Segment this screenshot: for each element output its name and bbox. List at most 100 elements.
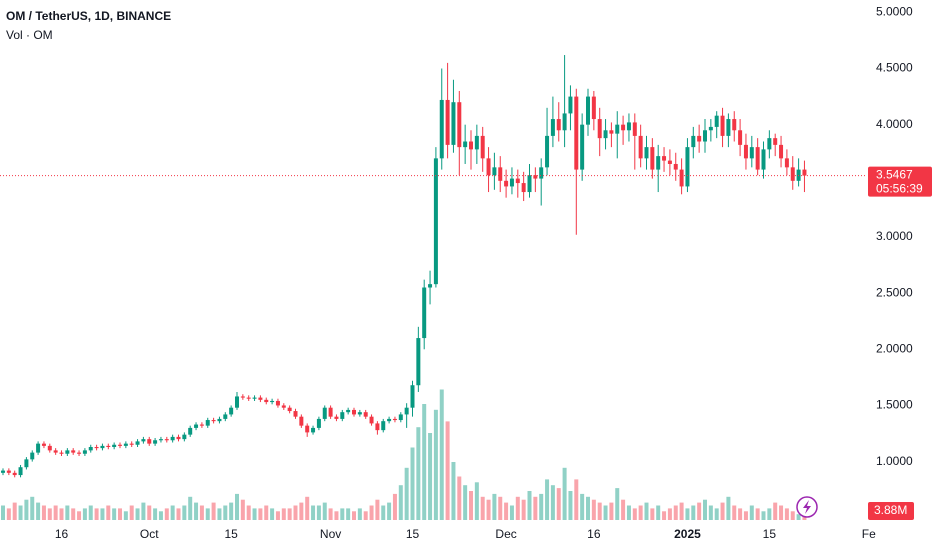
volume-bar	[106, 505, 111, 520]
candle-body	[270, 400, 275, 403]
candle-body	[240, 396, 245, 398]
volume-bar	[796, 514, 801, 520]
candle-body	[229, 407, 234, 415]
candle-body	[568, 96, 573, 114]
y-tick-label: 4.5000	[876, 61, 913, 75]
candle-body	[504, 180, 509, 187]
candle-body	[749, 147, 754, 159]
x-tick-label: 15	[406, 527, 420, 541]
volume-bar	[1, 505, 5, 520]
volume-bar	[129, 505, 134, 520]
candle-body	[369, 416, 374, 424]
candle-body	[112, 444, 117, 447]
volume-label: 3.88M	[874, 503, 907, 517]
candle-body	[6, 470, 11, 473]
candle-body	[24, 459, 29, 468]
candle-body	[334, 416, 339, 419]
volume-bar	[100, 508, 105, 520]
x-tick-label: 15	[224, 527, 238, 541]
volume-bar	[246, 505, 251, 520]
candle-body	[77, 452, 82, 454]
x-tick-label: Nov	[320, 527, 341, 541]
volume-bar	[714, 508, 719, 520]
volume-bar	[738, 508, 743, 520]
candle-body	[591, 96, 596, 120]
candle-body	[135, 441, 140, 445]
volume-bar	[387, 502, 392, 520]
volume-bar	[568, 491, 573, 520]
volume-bar	[18, 505, 23, 520]
volume-bar	[65, 505, 70, 520]
volume-bar	[158, 511, 163, 520]
candle-body	[158, 439, 163, 441]
volume-bar	[135, 508, 140, 520]
volume-bar	[170, 505, 175, 520]
volume-bar	[36, 502, 41, 520]
candle-body	[767, 138, 772, 150]
x-tick-label: Fe	[862, 527, 876, 541]
volume-bar	[12, 502, 17, 520]
volume-bar	[369, 505, 374, 520]
candle-body	[88, 446, 93, 451]
volume-legend: Vol · OM	[6, 28, 53, 42]
y-tick-label: 4.0000	[876, 117, 913, 131]
volume-bar	[182, 505, 187, 520]
candle-body	[726, 119, 731, 136]
candle-body	[609, 130, 614, 134]
volume-bar	[24, 499, 29, 520]
y-tick-label: 3.0000	[876, 229, 913, 243]
candle-body	[650, 147, 655, 170]
candle-body	[381, 421, 386, 431]
candle-body	[463, 141, 468, 148]
candle-body	[328, 407, 333, 417]
candle-body	[416, 338, 421, 386]
volume-bar	[258, 508, 263, 520]
candle-body	[211, 420, 216, 422]
candle-body	[346, 409, 351, 413]
volume-bar	[615, 488, 620, 520]
volume-bar	[47, 508, 52, 520]
last-price-label: 3.5467	[876, 168, 913, 182]
volume-bar	[340, 508, 345, 520]
candle-body	[422, 287, 427, 339]
volume-bar	[229, 502, 234, 520]
volume-bar	[703, 499, 707, 520]
candle-body	[521, 183, 526, 193]
volume-bar	[316, 505, 321, 520]
candle-body	[194, 424, 199, 428]
candle-body	[621, 124, 626, 131]
candle-body	[492, 167, 497, 176]
x-tick-label: 16	[587, 527, 601, 541]
volume-bar	[305, 496, 310, 520]
candle-body	[164, 439, 169, 441]
candle-body	[644, 147, 649, 159]
volume-bar	[767, 508, 772, 520]
volume-bar	[352, 511, 356, 520]
volume-bar	[77, 511, 82, 520]
candle-body	[738, 130, 743, 145]
volume-bar	[656, 505, 661, 520]
candle-body	[556, 119, 561, 131]
candle-body	[474, 135, 479, 150]
candle-body	[299, 416, 304, 426]
volume-bar	[726, 496, 731, 520]
candle-body	[387, 418, 392, 422]
volume-bar	[205, 508, 210, 520]
candle-body	[779, 144, 784, 159]
candle-body	[673, 163, 678, 170]
volume-bar	[480, 496, 485, 520]
candle-body	[697, 135, 702, 142]
candle-body	[340, 412, 345, 419]
volume-bar	[755, 508, 760, 520]
candle-body	[720, 115, 725, 136]
volume-bar	[416, 427, 421, 520]
volume-bar	[562, 467, 567, 520]
volume-bar	[357, 508, 362, 520]
volume-bar	[112, 508, 117, 520]
candle-body	[755, 147, 760, 170]
candle-body	[41, 443, 46, 446]
candle-body	[170, 436, 175, 441]
volume-bar	[580, 493, 585, 520]
volume-bar	[439, 389, 444, 520]
y-tick-label: 1.0000	[876, 454, 913, 468]
